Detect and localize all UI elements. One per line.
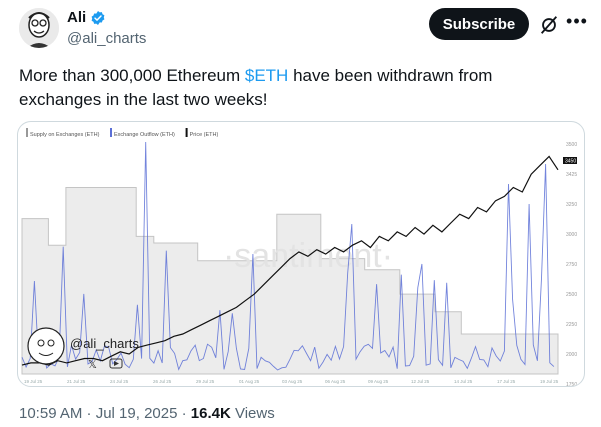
x-tick-label: 03 Aug 25 <box>282 379 303 384</box>
overlay-x-icon: 𝕏 <box>88 359 97 371</box>
overlay-avatar-eye <box>37 339 45 347</box>
y-tick-label: 3250 <box>566 202 577 208</box>
tweet-text: More than 300,000 Ethereum $ETH have bee… <box>19 64 579 112</box>
x-tick-label: 06 Aug 25 <box>325 379 346 384</box>
cashtag-link[interactable]: $ETH <box>244 66 289 85</box>
x-tick-label: 12 Jul 25 <box>411 379 430 384</box>
y-tick-label: 2000 <box>566 352 577 358</box>
y-tick-label: 2500 <box>566 292 577 298</box>
author-display-name[interactable]: Ali <box>67 9 87 26</box>
current-price-label: 3450 <box>565 159 576 165</box>
x-tick-label: 14 Jul 25 <box>454 379 473 384</box>
supply-area <box>21 187 559 375</box>
avatar[interactable] <box>19 8 59 48</box>
x-tick-label: 24 Jul 25 <box>110 379 129 384</box>
legend-item: Supply on Exchanges (ETH) <box>30 132 100 138</box>
legend-swatch <box>110 128 112 137</box>
views-count: 16.4K <box>190 405 231 422</box>
tweet-footer: 10:59 AM · Jul 19, 2025 · 16.4K Views <box>19 405 275 422</box>
author-handle[interactable]: @ali_charts <box>67 30 147 47</box>
tweet-media-chart[interactable]: ·santiment· Supply on Exchanges (ETH) Exch… <box>17 121 585 387</box>
more-icon[interactable]: ••• <box>566 11 588 31</box>
chart-svg: ·santiment·Supply on Exchanges (ETH) Exch… <box>21 128 577 386</box>
overlay-avatar-eye <box>47 339 55 347</box>
legend-swatch <box>185 128 188 137</box>
current-price-badge <box>563 157 577 164</box>
verified-badge-icon <box>91 10 105 25</box>
x-tick-label: 26 Jul 25 <box>153 379 172 384</box>
x-tick-label: 09 Aug 25 <box>368 379 389 384</box>
y-tick-label: 1750 <box>566 382 577 386</box>
overlay-avatar-icon <box>27 327 65 365</box>
overlay-avatar-mouth <box>38 352 54 356</box>
x-tick-label: 29 Jul 25 <box>196 379 215 384</box>
author-name-row[interactable]: Ali <box>67 9 106 26</box>
legend-item: Exchange Outflow (ETH) <box>114 132 175 138</box>
y-tick-label: 2250 <box>566 322 577 328</box>
outflow-line <box>21 141 555 371</box>
y-tick-label: 3425 <box>566 172 577 178</box>
price-line <box>21 155 559 366</box>
y-tick-label: 2750 <box>566 262 577 268</box>
y-tick-label: 3500 <box>566 142 577 148</box>
x-tick-label: 17 Jul 25 <box>497 379 516 384</box>
tweet-text-before: More than 300,000 Ethereum <box>19 66 245 85</box>
overlay-handle: @ali_charts <box>70 336 139 351</box>
overlay-youtube-play <box>114 361 119 366</box>
views-label: Views <box>230 405 275 422</box>
x-tick-label: 21 Jul 25 <box>67 379 86 384</box>
x-tick-label: 19 Jul 25 <box>24 379 43 384</box>
tweet-text-after: have been withdrawn from exchanges in th… <box>19 66 493 109</box>
grok-icon[interactable] <box>538 14 560 36</box>
x-tick-label: 01 Aug 25 <box>239 379 260 384</box>
x-tick-label: 19 Jul 25 <box>540 379 559 384</box>
avatar-icon <box>19 8 59 48</box>
timestamp[interactable]: 10:59 AM · Jul 19, 2025 · <box>19 405 191 422</box>
legend-swatch <box>26 128 28 137</box>
overlay-youtube-icon <box>109 358 123 369</box>
y-tick-label: 3000 <box>566 232 577 238</box>
subscribe-button[interactable]: Subscribe <box>429 8 529 40</box>
legend-item: Price (ETH) <box>190 132 219 138</box>
